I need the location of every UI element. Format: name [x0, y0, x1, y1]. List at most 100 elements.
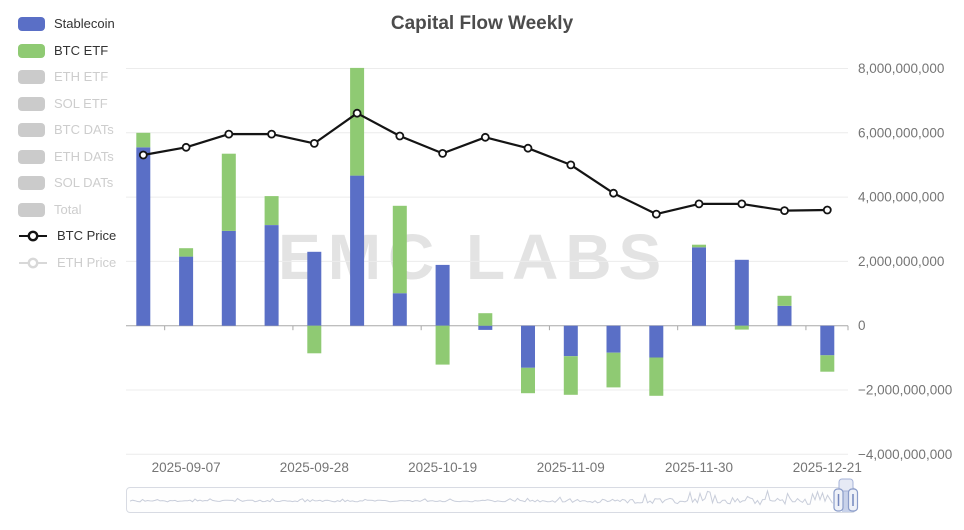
legend-swatch-icon [18, 96, 45, 111]
bar-segment-btc-etf [563, 356, 578, 395]
bar-segment-stablecoin [435, 264, 450, 326]
datazoom-data-shadow [129, 489, 833, 506]
btc-price-marker [480, 132, 490, 142]
btc-price-marker [309, 138, 319, 148]
bar-segment-stablecoin [307, 251, 322, 326]
btc-price-marker [566, 160, 576, 170]
bar-segment-stablecoin [179, 256, 194, 326]
bar-segment-btc-etf [777, 295, 792, 306]
bar-segment-btc-etf [264, 196, 279, 225]
legend-item-sol-dats[interactable]: SOL DATs [18, 170, 116, 197]
y-axis-label: −2,000,000,000 [858, 383, 952, 398]
bar-segment-stablecoin [820, 325, 835, 356]
watermark: EMC LABS [278, 221, 669, 293]
bar-segment-stablecoin [777, 305, 792, 326]
x-axis-label: 2025-12-21 [793, 460, 862, 475]
chart-title: Capital Flow Weekly [390, 13, 574, 34]
bar-segment-stablecoin [136, 147, 151, 326]
btc-price-marker [737, 199, 747, 209]
legend-item-btc-dats[interactable]: BTC DATs [18, 117, 116, 144]
datazoom-handle-icon[interactable] [818, 476, 866, 518]
legend-label: ETH DATs [54, 148, 114, 164]
bar-segment-stablecoin [350, 175, 365, 326]
bar-segment-btc-etf [606, 352, 621, 388]
btc-price-marker [651, 209, 661, 219]
legend-swatch-icon [18, 70, 45, 85]
legend-swatch-icon [18, 149, 45, 164]
btc-price-line [143, 112, 828, 216]
y-axis-label: 4,000,000,000 [858, 190, 944, 205]
bar-segment-stablecoin [521, 325, 535, 368]
bar-segment-btc-etf [649, 357, 664, 396]
legend-swatch-icon [18, 176, 45, 191]
legend-item-eth-dats[interactable]: ETH DATs [18, 144, 116, 171]
btc-price-marker [822, 205, 832, 215]
btc-price-marker [267, 129, 277, 139]
bar-segment-stablecoin [606, 325, 621, 353]
btc-price-marker [224, 129, 234, 139]
legend-line-marker-icon [19, 230, 47, 242]
bar-segment-stablecoin [264, 225, 279, 326]
legend-item-sol-etf[interactable]: SOL ETF [18, 91, 116, 118]
bar-segment-stablecoin [734, 259, 749, 326]
bar-segment-btc-etf [478, 313, 493, 326]
legend-item-stablecoin[interactable]: Stablecoin [18, 11, 116, 38]
y-axis-label: 8,000,000,000 [858, 61, 944, 76]
legend-label: SOL ETF [54, 95, 108, 111]
legend: Stablecoin BTC ETF ETH ETF SOL ETF BTC DATs E… [18, 11, 116, 276]
legend-item-btc-etf[interactable]: BTC ETF [18, 38, 116, 65]
legend-swatch-icon [18, 17, 45, 32]
legend-label: BTC DATs [54, 122, 114, 138]
legend-label: Total [54, 201, 82, 217]
x-axis-label: 2025-09-07 [152, 460, 221, 475]
legend-label: BTC ETF [54, 42, 109, 58]
bar-segment-btc-etf [392, 205, 407, 294]
btc-price-marker [780, 206, 789, 216]
data-shadow-line [129, 489, 833, 506]
x-axis-label: 2025-11-30 [665, 460, 733, 475]
btc-price-marker [138, 150, 148, 160]
btc-price-marker [352, 108, 362, 118]
bar-segment-stablecoin [649, 325, 664, 358]
bar-segment-btc-etf [435, 325, 450, 365]
btc-price-marker [609, 188, 618, 198]
legend-label: BTC Price [57, 228, 117, 244]
legend-item-eth-etf[interactable]: ETH ETF [18, 64, 116, 91]
btc-price-marker [694, 199, 704, 209]
y-axis-label: 0 [858, 318, 866, 333]
btc-price-marker [438, 148, 448, 158]
x-axis-label: 2025-11-09 [537, 460, 605, 475]
legend-line-marker-icon [19, 257, 47, 269]
btc-price-marker [181, 142, 191, 152]
bar-segment-stablecoin [221, 230, 236, 326]
legend-swatch-icon [18, 43, 45, 58]
x-axis-label: 2025-09-28 [280, 460, 349, 475]
bar-segment-stablecoin [392, 293, 407, 326]
bar-segment-btc-etf [521, 367, 535, 394]
x-axis-label: 2025-10-19 [408, 460, 477, 475]
y-axis-label: 2,000,000,000 [858, 254, 944, 269]
legend-item-total[interactable]: Total [18, 197, 116, 224]
bar-segment-btc-etf [692, 244, 706, 248]
bar-segment-btc-etf [307, 325, 322, 354]
datazoom-slider-track[interactable] [126, 487, 856, 513]
bar-segment-btc-etf [350, 67, 365, 176]
bar-segment-stablecoin [563, 325, 578, 357]
legend-item-eth-price[interactable]: ETH Price [18, 250, 116, 277]
bar-segment-btc-etf [136, 132, 151, 148]
y-axis-label: −4,000,000,000 [858, 447, 952, 462]
bar-segment-btc-etf [179, 248, 194, 257]
legend-swatch-icon [18, 202, 45, 217]
legend-label: ETH ETF [54, 69, 109, 85]
datazoom-top-nub-icon[interactable] [838, 478, 854, 492]
bar-segment-stablecoin [692, 247, 706, 326]
btc-price-marker [395, 131, 405, 141]
bar-segment-btc-etf [734, 325, 749, 330]
btc-price-marker [523, 143, 533, 153]
legend-item-btc-price[interactable]: BTC Price [18, 223, 116, 250]
bar-segment-stablecoin [478, 325, 493, 330]
legend-label: Stablecoin [54, 16, 115, 32]
legend-swatch-icon [18, 123, 45, 138]
